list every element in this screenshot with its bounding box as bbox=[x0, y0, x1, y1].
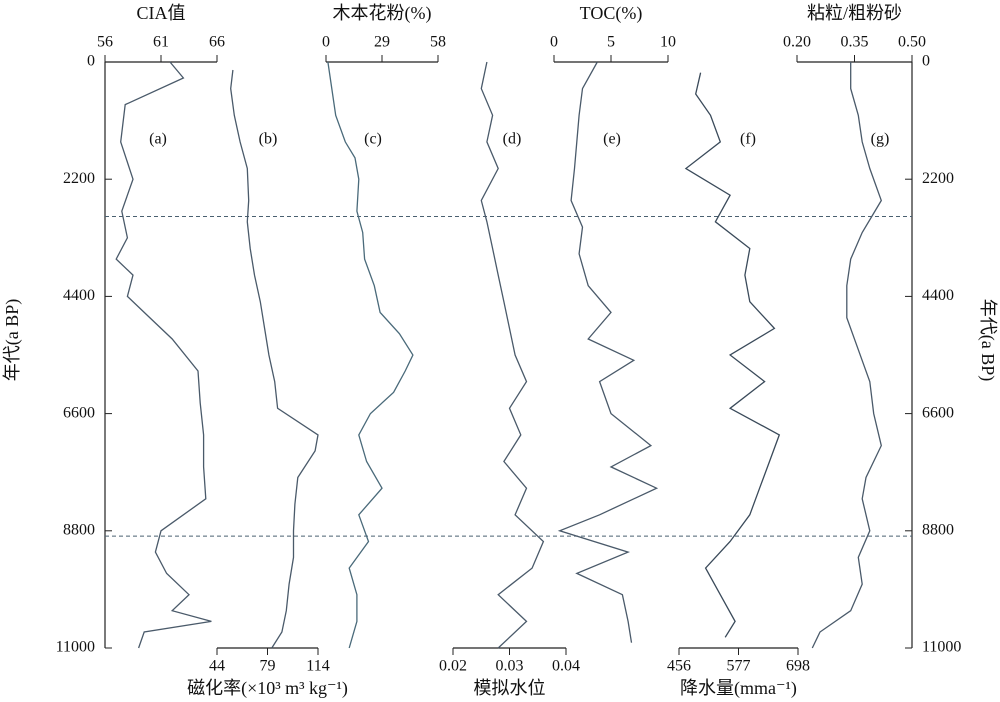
x-tick-label: 5 bbox=[607, 34, 615, 51]
y-tick-label: 8800 bbox=[63, 521, 95, 538]
y-tick-label: 11000 bbox=[56, 639, 95, 656]
y-tick-label: 0 bbox=[87, 53, 95, 70]
x-tick-label: 0.04 bbox=[552, 658, 580, 675]
x-tick-label: 0.03 bbox=[496, 658, 524, 675]
y-tick-label: 6600 bbox=[922, 404, 954, 421]
series-line bbox=[115, 61, 212, 649]
x-tick-label: 58 bbox=[430, 34, 446, 51]
y-axis-title: 年代(a BP) bbox=[977, 299, 998, 382]
x-tick-label: 61 bbox=[153, 34, 169, 51]
panel-label: (c) bbox=[364, 131, 382, 148]
x-tick-label: 0.20 bbox=[783, 34, 811, 51]
x-axis-title: 降水量(mma⁻¹) bbox=[680, 678, 797, 699]
y-axis-title: 年代(a BP) bbox=[2, 299, 23, 382]
y-tick-label: 0 bbox=[922, 53, 930, 70]
x-tick-label: 0 bbox=[322, 34, 330, 51]
x-tick-label: 0.35 bbox=[841, 34, 869, 51]
x-axis-title: CIA值 bbox=[137, 3, 186, 23]
x-axis-title: 粘粒/粗粉砂 bbox=[807, 3, 902, 23]
panel-label: (b) bbox=[259, 131, 278, 148]
y-tick-label: 6600 bbox=[63, 404, 95, 421]
x-tick-label: 577 bbox=[727, 658, 751, 675]
x-tick-label: 0.50 bbox=[898, 34, 926, 51]
x-axis-title: TOC(%) bbox=[580, 3, 643, 24]
x-tick-label: 456 bbox=[667, 658, 691, 675]
series-line bbox=[811, 62, 883, 649]
y-tick-label: 2200 bbox=[922, 170, 954, 187]
panel-label: (g) bbox=[871, 131, 890, 148]
y-tick-label: 4400 bbox=[922, 287, 954, 304]
x-tick-label: 56 bbox=[97, 34, 113, 51]
series-line bbox=[230, 69, 319, 649]
series-line bbox=[480, 61, 545, 649]
y-tick-label: 2200 bbox=[63, 170, 95, 187]
series-line bbox=[557, 61, 659, 643]
x-tick-label: 29 bbox=[374, 34, 390, 51]
x-tick-label: 698 bbox=[786, 658, 810, 675]
panel-label: (f) bbox=[740, 131, 756, 148]
panel-label: (a) bbox=[149, 131, 167, 148]
y-tick-label: 8800 bbox=[922, 521, 954, 538]
series-line bbox=[684, 72, 781, 638]
x-axis-title: 模拟水位 bbox=[474, 678, 546, 698]
x-tick-label: 44 bbox=[209, 658, 225, 675]
panel-label: (e) bbox=[603, 131, 621, 148]
x-tick-label: 10 bbox=[660, 34, 676, 51]
series-line bbox=[327, 61, 414, 649]
x-axis-title: 木本花粉(%) bbox=[333, 3, 432, 24]
y-tick-label: 11000 bbox=[922, 639, 961, 656]
y-tick-label: 4400 bbox=[63, 287, 95, 304]
x-axis-title: 磁化率(×10³ m³ kg⁻¹) bbox=[187, 678, 348, 699]
x-tick-label: 0.02 bbox=[439, 658, 467, 675]
x-tick-label: 0 bbox=[550, 34, 558, 51]
x-tick-label: 66 bbox=[209, 34, 225, 51]
x-tick-label: 114 bbox=[306, 658, 329, 675]
panel-label: (d) bbox=[503, 131, 522, 148]
x-tick-label: 79 bbox=[260, 658, 276, 675]
